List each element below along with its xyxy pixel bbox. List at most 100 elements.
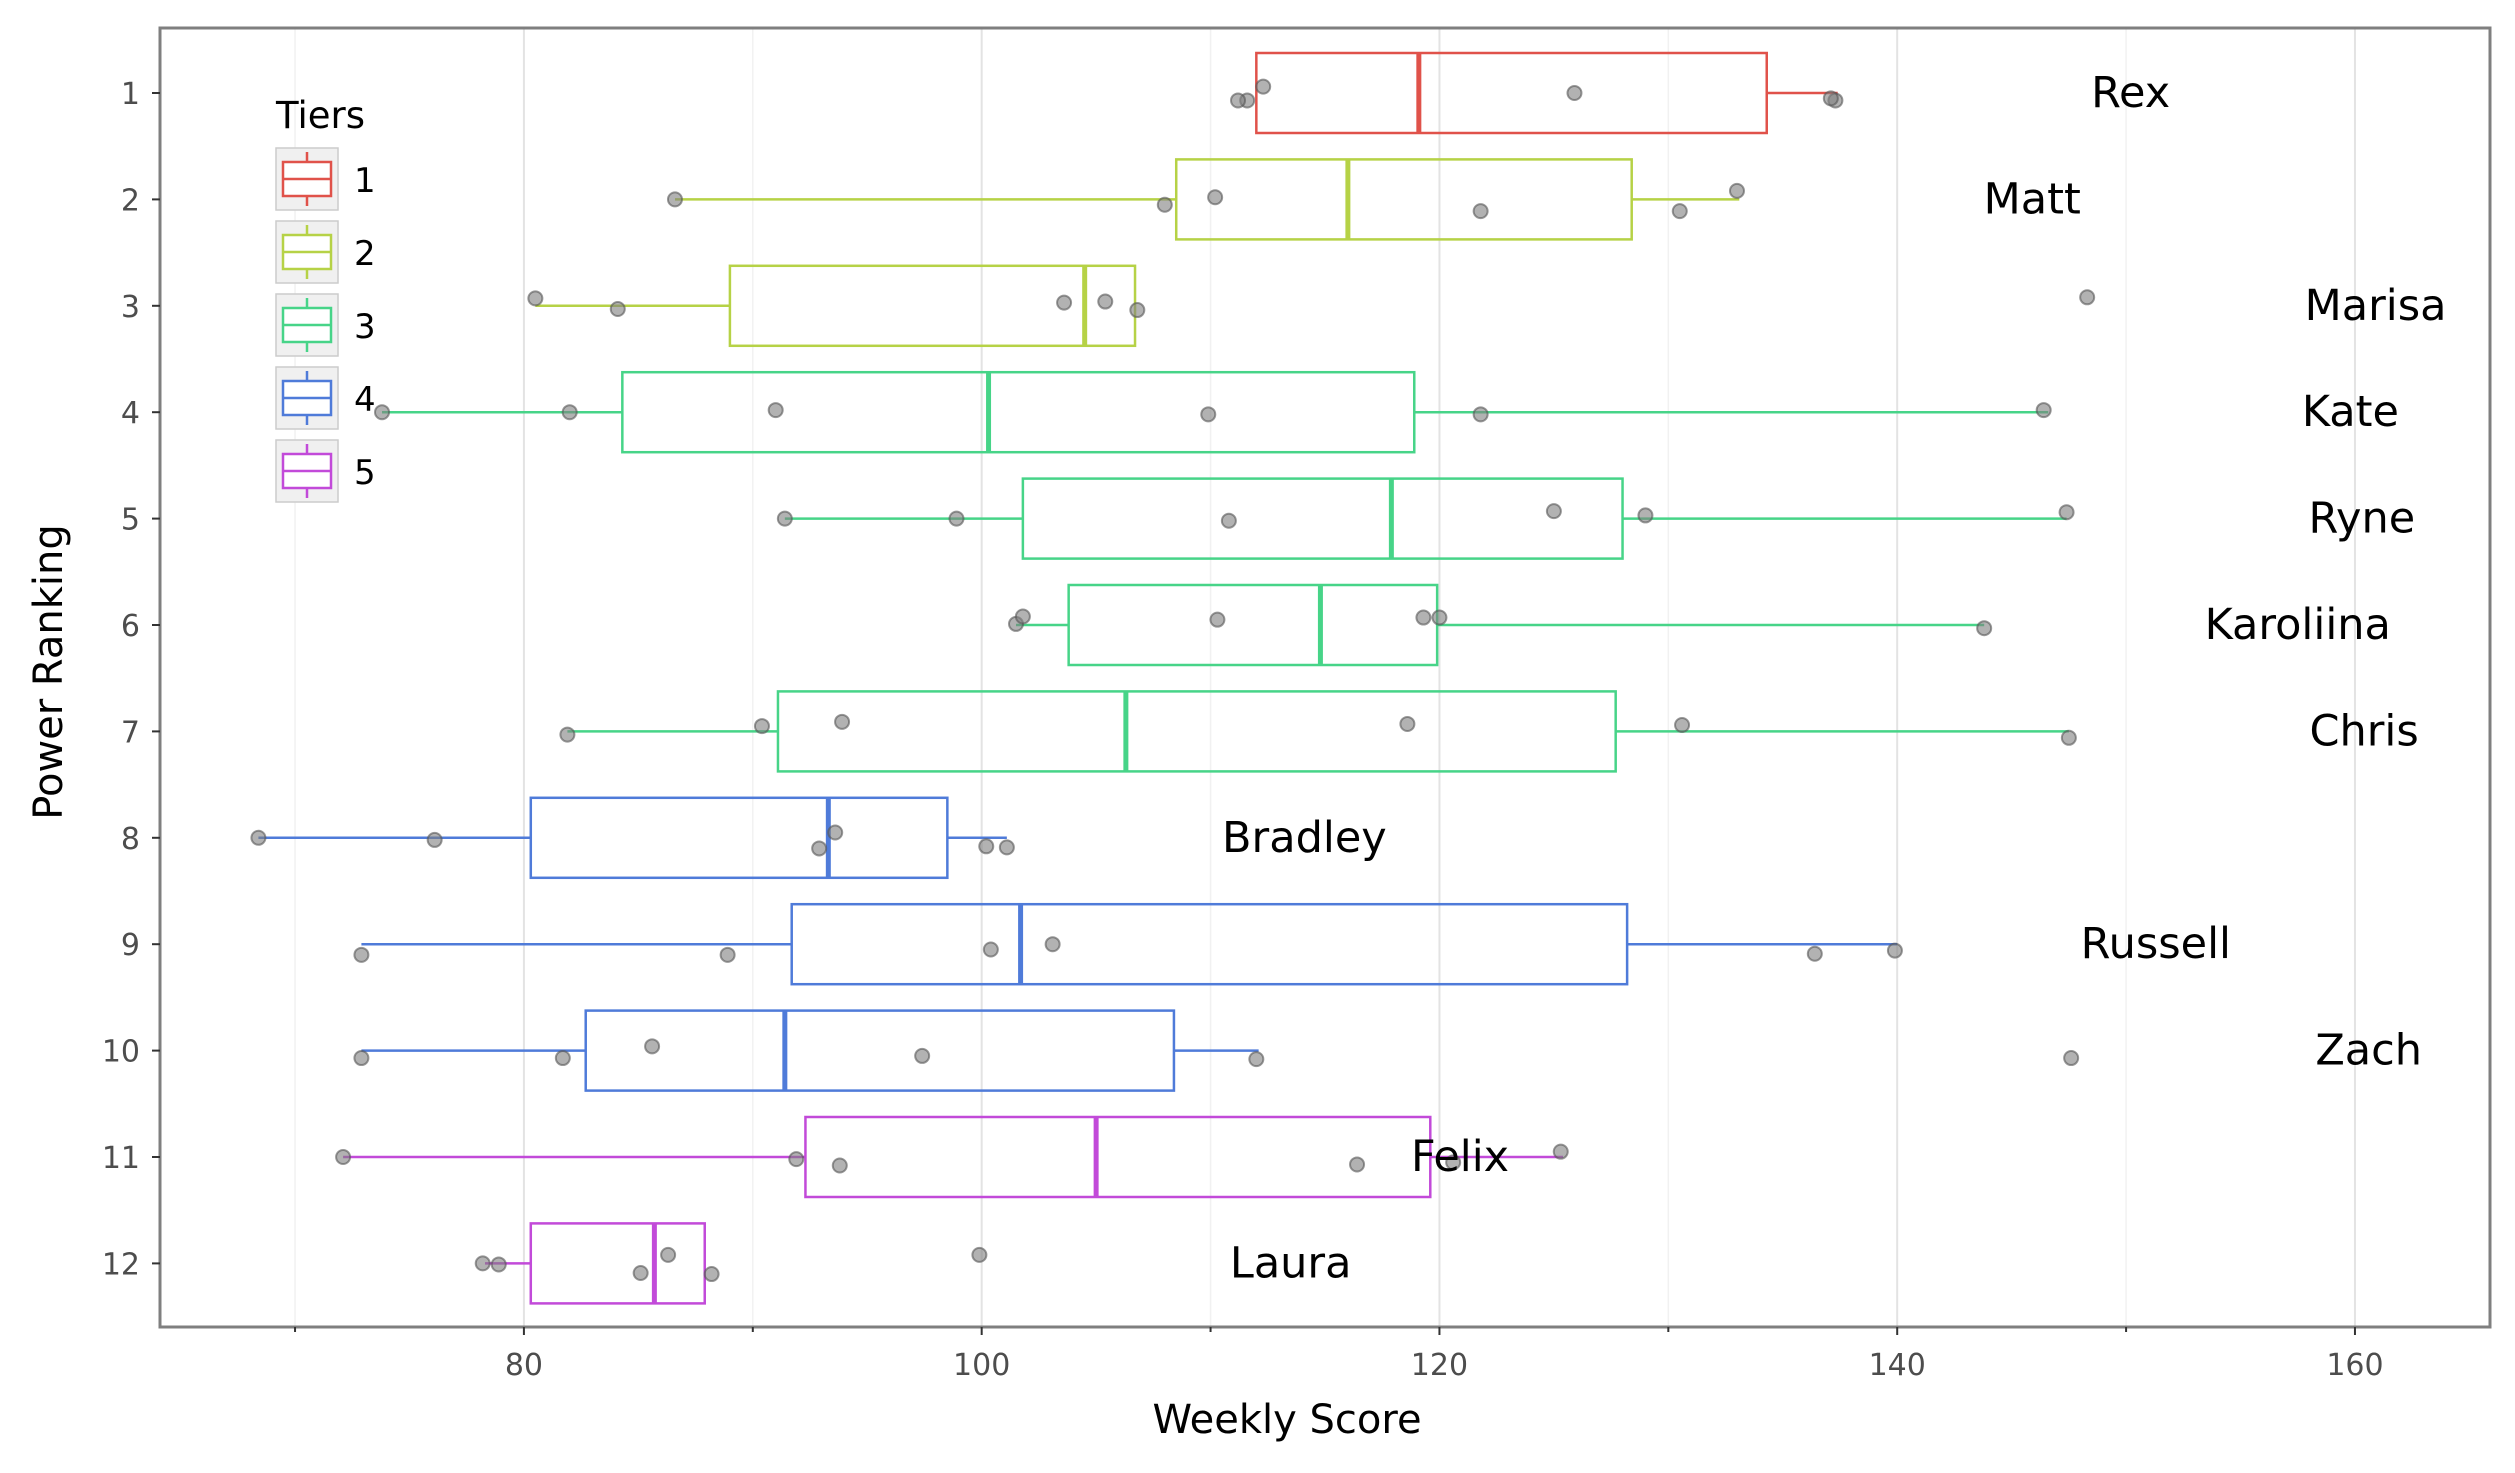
legend-title: Tiers — [275, 94, 365, 137]
data-point — [1044, 936, 1061, 953]
data-point — [827, 824, 844, 841]
data-point — [353, 1050, 370, 1067]
data-point — [1671, 203, 1688, 220]
y-tick-label: 6 — [121, 609, 140, 644]
box-rank-8 — [529, 796, 949, 880]
data-point — [474, 1255, 491, 1272]
y-tick-label: 4 — [121, 396, 140, 431]
x-tick-label: 80 — [505, 1348, 543, 1383]
y-tick-label: 12 — [102, 1247, 140, 1282]
data-point — [1230, 92, 1247, 109]
legend: Tiers 1 2 3 4 5 — [275, 94, 376, 503]
data-point — [353, 946, 370, 963]
data-point — [1129, 302, 1146, 319]
team-label: Karoliina — [2205, 600, 2391, 650]
data-point — [2035, 402, 2052, 419]
legend-item-label: 1 — [354, 161, 376, 201]
data-point — [554, 1050, 571, 1067]
box-rank-5 — [1021, 477, 1624, 560]
data-point — [561, 404, 578, 421]
data-point — [609, 300, 626, 317]
data-point — [527, 290, 544, 307]
data-point — [1886, 942, 1903, 959]
data-point — [1806, 945, 1823, 962]
data-point — [1156, 196, 1173, 213]
data-point — [2079, 289, 2096, 306]
data-point — [834, 713, 851, 730]
boxes — [258, 51, 2069, 1305]
x-tick-label: 160 — [2326, 1348, 2383, 1383]
y-axis-title: Power Ranking — [26, 524, 72, 819]
plot-panel-border — [158, 26, 2492, 1329]
data-point — [1056, 294, 1073, 311]
y-tick-label: 7 — [121, 715, 140, 750]
data-point — [1207, 189, 1224, 206]
x-axis-title: Weekly Score — [1152, 1397, 1421, 1443]
team-label: Zach — [2315, 1026, 2422, 1076]
data-point — [753, 718, 770, 735]
data-point — [776, 510, 793, 527]
y-tick-label: 10 — [102, 1035, 140, 1070]
box-rank-10 — [584, 1009, 1176, 1092]
data-point — [1200, 406, 1217, 423]
data-point — [1415, 609, 1432, 626]
data-point — [1552, 1143, 1569, 1160]
box-rank-1 — [1255, 51, 1768, 135]
team-label: Russell — [2081, 919, 2231, 969]
data-point — [1545, 503, 1562, 520]
team-label: Laura — [1230, 1238, 1352, 1288]
team-labels: Rex Matt Marisa Kate Ryne Karoliina Chris Bradl… — [1222, 68, 2446, 1288]
data-point — [2063, 1050, 2080, 1067]
legend-item-label: 5 — [354, 453, 376, 493]
data-point — [1399, 715, 1416, 732]
data-point — [1976, 620, 1993, 637]
data-point — [1566, 85, 1583, 101]
team-label: Chris — [2309, 706, 2418, 756]
data-point — [2058, 504, 2075, 521]
y-tick-label: 5 — [121, 503, 140, 538]
team-label: Ryne — [2308, 494, 2415, 544]
data-point — [2060, 729, 2077, 746]
box-rank-4 — [621, 370, 1416, 454]
legend-item-label: 3 — [354, 307, 376, 347]
y-tick-label: 2 — [121, 183, 140, 218]
data-point — [1674, 717, 1691, 734]
data-point — [1248, 1051, 1265, 1068]
team-label: Marisa — [2305, 281, 2447, 331]
data-point — [1822, 90, 1839, 107]
x-tick-label: 120 — [1411, 1348, 1468, 1383]
data-point — [1472, 203, 1489, 220]
data-point — [948, 510, 965, 527]
data-point — [374, 404, 391, 421]
data-point — [811, 840, 828, 857]
box-rank-7 — [776, 690, 1617, 773]
data-point — [1637, 507, 1654, 524]
data-point — [1255, 78, 1272, 95]
data-point — [1431, 609, 1448, 626]
team-label: Felix — [1411, 1132, 1509, 1182]
y-tick-label: 8 — [121, 822, 140, 857]
data-point — [767, 402, 784, 419]
y-tick-label: 1 — [121, 77, 140, 112]
data-point — [644, 1038, 661, 1055]
data-point — [1220, 512, 1237, 529]
legend-item-label: 4 — [354, 380, 376, 420]
data-point — [250, 829, 267, 846]
box-rank-2 — [1174, 158, 1633, 241]
data-point — [426, 831, 443, 848]
data-point — [831, 1157, 848, 1174]
data-point — [1472, 406, 1489, 423]
box-rank-9 — [790, 902, 1629, 986]
team-label: Kate — [2302, 387, 2399, 437]
data-point — [335, 1149, 352, 1165]
team-label: Matt — [1984, 174, 2081, 224]
y-tick-label: 9 — [121, 928, 140, 963]
data-point — [660, 1246, 677, 1263]
team-label: Bradley — [1222, 813, 1387, 863]
legend-item-label: 2 — [354, 234, 376, 274]
box-rank-11 — [804, 1115, 1432, 1199]
data-point — [1014, 608, 1031, 625]
x-tick-label: 140 — [1869, 1348, 1926, 1383]
